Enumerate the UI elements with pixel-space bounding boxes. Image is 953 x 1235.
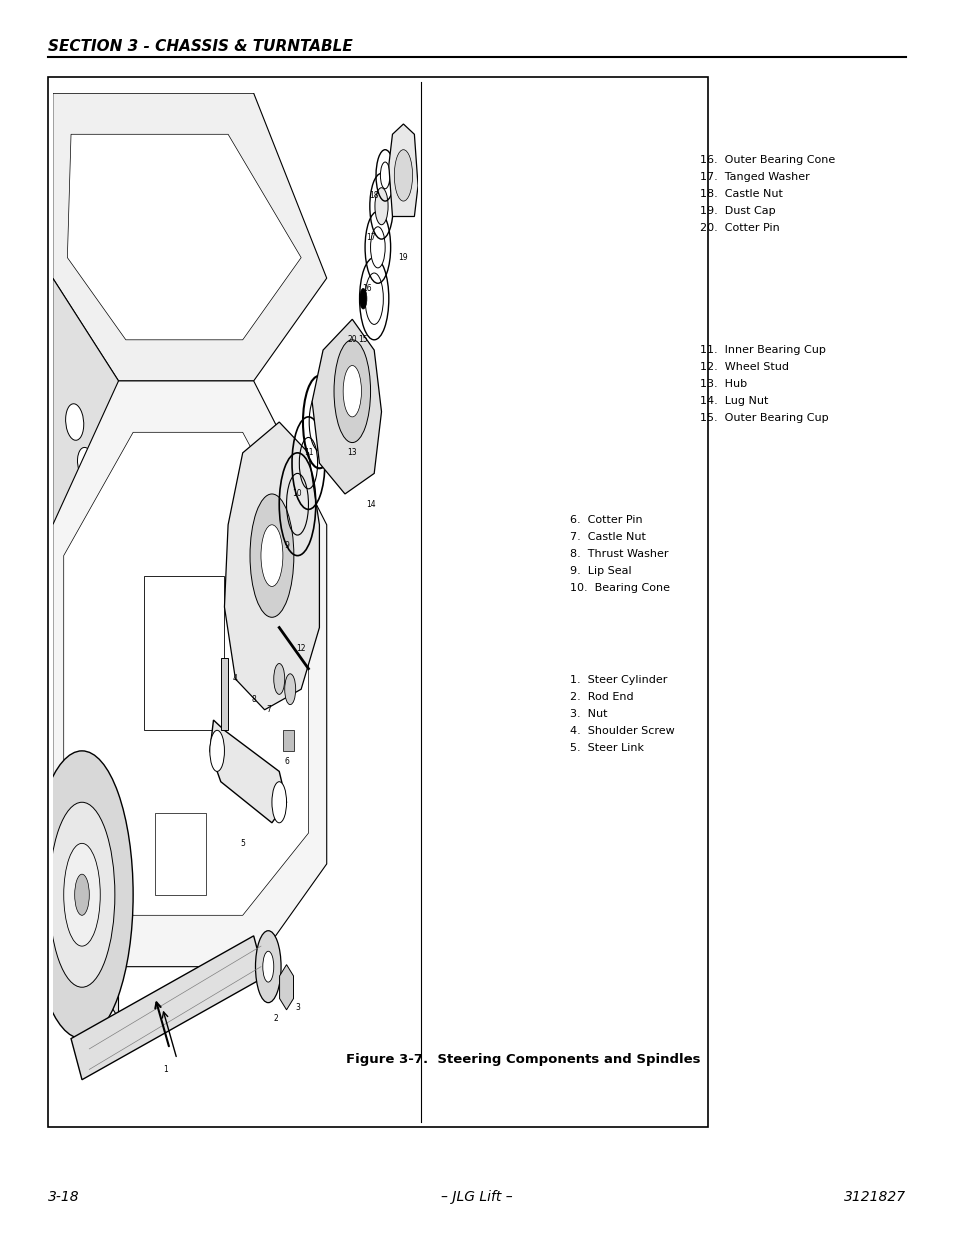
Circle shape — [334, 340, 370, 442]
Circle shape — [394, 149, 412, 201]
Ellipse shape — [66, 404, 84, 441]
Text: 9: 9 — [284, 541, 289, 550]
Ellipse shape — [77, 447, 93, 479]
Polygon shape — [71, 936, 264, 1079]
Text: 17.  Tanged Washer: 17. Tanged Washer — [700, 172, 809, 182]
Circle shape — [380, 162, 390, 189]
Text: 18.  Castle Nut: 18. Castle Nut — [700, 189, 782, 199]
Bar — [155, 813, 206, 894]
Text: 14: 14 — [365, 500, 375, 509]
Circle shape — [274, 663, 284, 694]
Circle shape — [49, 803, 114, 987]
Text: 3.  Nut: 3. Nut — [569, 709, 607, 719]
Circle shape — [284, 674, 295, 705]
Polygon shape — [220, 658, 228, 730]
Text: 3121827: 3121827 — [843, 1191, 905, 1204]
Circle shape — [370, 227, 385, 268]
Text: 17: 17 — [365, 232, 375, 242]
Text: 11.  Inner Bearing Cup: 11. Inner Bearing Cup — [700, 345, 825, 354]
Circle shape — [250, 494, 294, 618]
Text: 18: 18 — [369, 191, 378, 200]
Text: 10: 10 — [293, 489, 302, 499]
Circle shape — [255, 931, 281, 1003]
Text: 10.  Bearing Cone: 10. Bearing Cone — [569, 583, 669, 593]
Text: – JLG Lift –: – JLG Lift – — [440, 1191, 513, 1204]
Text: 5: 5 — [240, 839, 245, 848]
Text: 19.  Dust Cap: 19. Dust Cap — [700, 206, 775, 216]
Text: 9.  Lip Seal: 9. Lip Seal — [569, 566, 631, 576]
Text: 13: 13 — [347, 448, 356, 457]
Text: 3: 3 — [294, 1003, 299, 1013]
Circle shape — [64, 844, 100, 946]
Bar — [144, 577, 224, 730]
Text: 20.  Cotter Pin: 20. Cotter Pin — [700, 224, 779, 233]
Text: 20: 20 — [347, 336, 356, 345]
Text: 6.  Cotter Pin: 6. Cotter Pin — [569, 515, 642, 525]
Polygon shape — [224, 422, 319, 710]
Text: 14.  Lug Nut: 14. Lug Nut — [700, 396, 767, 406]
Circle shape — [262, 951, 274, 982]
Text: 11: 11 — [303, 448, 313, 457]
Polygon shape — [52, 278, 118, 1018]
Polygon shape — [210, 720, 286, 823]
Text: 12: 12 — [296, 643, 306, 652]
Circle shape — [365, 273, 383, 325]
Text: 16: 16 — [362, 284, 372, 293]
Text: 2.  Rod End: 2. Rod End — [569, 692, 633, 701]
Bar — [48, 77, 707, 1128]
Text: 15.  Outer Bearing Cup: 15. Outer Bearing Cup — [700, 412, 828, 424]
Polygon shape — [312, 320, 381, 494]
Text: 8.  Thrust Washer: 8. Thrust Washer — [569, 550, 668, 559]
Text: 12.  Wheel Stud: 12. Wheel Stud — [700, 362, 788, 372]
Polygon shape — [64, 432, 308, 915]
Polygon shape — [52, 93, 326, 380]
Text: 1: 1 — [164, 1065, 168, 1074]
Text: 19: 19 — [398, 253, 408, 262]
Circle shape — [272, 782, 286, 823]
Text: 5.  Steer Link: 5. Steer Link — [569, 743, 643, 753]
Circle shape — [343, 366, 361, 417]
Text: 13.  Hub: 13. Hub — [700, 379, 746, 389]
Text: 7: 7 — [266, 705, 271, 714]
Text: SECTION 3 - CHASSIS & TURNTABLE: SECTION 3 - CHASSIS & TURNTABLE — [48, 40, 353, 54]
Text: 4.  Shoulder Screw: 4. Shoulder Screw — [569, 726, 674, 736]
Circle shape — [261, 525, 283, 587]
Text: 7.  Castle Nut: 7. Castle Nut — [569, 532, 645, 542]
Text: 2: 2 — [273, 1014, 277, 1023]
Text: 3-18: 3-18 — [48, 1191, 79, 1204]
Circle shape — [30, 751, 133, 1039]
Polygon shape — [68, 135, 301, 340]
Text: 8: 8 — [251, 695, 255, 704]
Circle shape — [210, 730, 224, 772]
Text: 6: 6 — [284, 757, 289, 766]
Text: 4: 4 — [233, 674, 237, 683]
Circle shape — [359, 289, 367, 309]
Polygon shape — [283, 730, 294, 751]
Polygon shape — [52, 380, 326, 967]
Polygon shape — [389, 124, 417, 216]
Circle shape — [74, 874, 90, 915]
Text: Figure 3-7.  Steering Components and Spindles: Figure 3-7. Steering Components and Spin… — [346, 1052, 700, 1066]
Text: 15: 15 — [358, 336, 368, 345]
Text: 16.  Outer Bearing Cone: 16. Outer Bearing Cone — [700, 156, 835, 165]
Text: 1.  Steer Cylinder: 1. Steer Cylinder — [569, 676, 667, 685]
Circle shape — [375, 188, 388, 225]
